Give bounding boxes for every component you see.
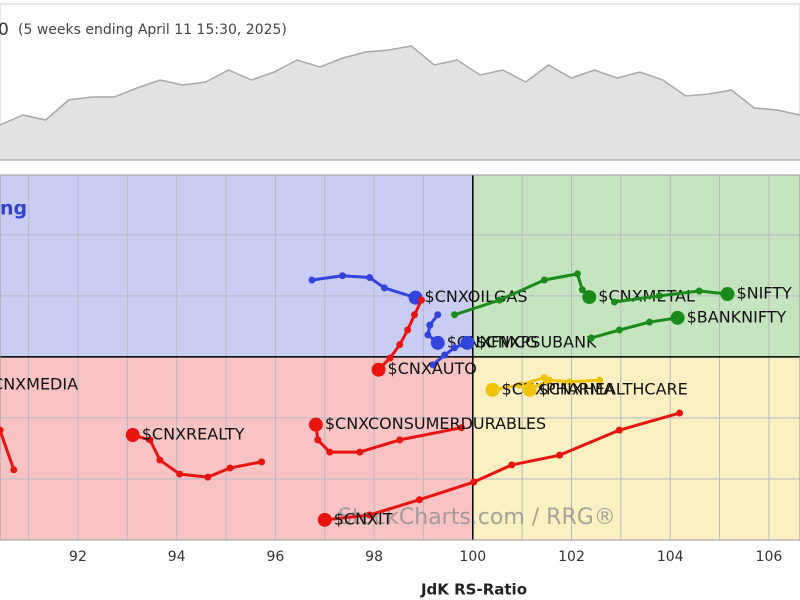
series-label: $CNXOILGAS xyxy=(425,287,528,306)
tail-marker xyxy=(434,311,442,319)
tail-marker xyxy=(556,451,564,459)
tail-marker xyxy=(429,361,437,369)
x-tick-label: 94 xyxy=(168,549,186,565)
tail-marker xyxy=(457,424,465,432)
tail-marker xyxy=(415,496,423,504)
tail-marker xyxy=(615,326,623,334)
tail-marker xyxy=(308,276,316,284)
head-marker xyxy=(308,417,323,432)
plot-frame xyxy=(0,174,800,541)
tail-marker xyxy=(424,331,432,339)
tail-marker xyxy=(156,456,164,464)
head-marker xyxy=(522,382,537,397)
x-tick-label: 92 xyxy=(69,549,87,565)
tail-marker xyxy=(146,436,154,444)
tail-marker xyxy=(396,436,404,444)
mini-area xyxy=(0,46,800,160)
series-label: $NIFTY xyxy=(736,284,792,303)
quadrant-label: ng xyxy=(0,198,27,220)
tail-marker xyxy=(426,321,434,329)
tail-marker xyxy=(645,318,653,326)
chart-title: 0 xyxy=(0,20,9,40)
head-marker xyxy=(317,512,332,527)
head-marker xyxy=(430,335,445,350)
tail-marker xyxy=(566,378,574,386)
series-label: $CNXIT xyxy=(334,509,393,528)
tail-marker xyxy=(508,461,516,469)
tail-marker xyxy=(258,458,266,466)
tail-marker xyxy=(396,341,404,349)
x-tick-label: 98 xyxy=(365,549,383,565)
tail-marker xyxy=(417,296,425,304)
head-marker xyxy=(582,290,597,305)
tail-marker xyxy=(339,272,347,280)
tail-marker xyxy=(451,344,459,352)
x-axis-title: JdK RS-Ratio xyxy=(420,581,527,599)
quadrant-improving xyxy=(0,175,473,357)
mini-line xyxy=(0,45,800,126)
head-marker xyxy=(460,335,475,350)
tail-marker xyxy=(356,448,364,456)
x-tick-label: 100 xyxy=(459,549,486,565)
head-marker xyxy=(485,382,500,397)
series-label: $CNXMEDIA xyxy=(0,374,78,393)
tail-line xyxy=(0,427,16,471)
tail-marker xyxy=(404,326,412,334)
tail-marker xyxy=(516,381,524,389)
series-label: $CNXCONSUMERDURABLES xyxy=(325,414,546,433)
head-marker xyxy=(670,310,685,325)
tail-marker xyxy=(587,334,595,342)
tail-marker xyxy=(655,292,663,300)
mini-chart xyxy=(0,3,800,161)
tail-line xyxy=(528,378,600,392)
tail-marker xyxy=(326,448,334,456)
tail-marker xyxy=(470,478,478,486)
tail-line xyxy=(324,411,680,522)
tail-marker xyxy=(386,354,394,362)
head-marker xyxy=(125,428,140,443)
series-label: $CNXREALTY xyxy=(142,425,245,444)
tail-marker xyxy=(610,298,618,306)
tail-marker xyxy=(441,351,449,359)
tail-marker xyxy=(578,286,586,294)
tail-line xyxy=(590,316,678,340)
tail-marker xyxy=(615,426,623,434)
tail-marker xyxy=(314,436,322,444)
series-label: $BANKNIFTY xyxy=(687,307,787,326)
tail-marker xyxy=(226,464,234,472)
head-marker xyxy=(720,287,735,302)
tail-marker xyxy=(204,473,212,481)
tail-marker xyxy=(411,311,419,319)
x-tick-label: 104 xyxy=(657,549,684,565)
x-tick-label: 96 xyxy=(266,549,284,565)
series-label: $CNXHEALTHCARE xyxy=(539,379,688,398)
series-label: $CNXPSUBANK xyxy=(476,332,597,351)
tail-marker xyxy=(366,274,374,282)
chart-subtitle: (5 weeks ending April 11 15:30, 2025) xyxy=(18,22,287,38)
x-tick-label: 102 xyxy=(558,549,585,565)
tail-marker xyxy=(495,296,503,304)
tail-marker xyxy=(380,284,388,292)
tail-marker xyxy=(176,470,184,478)
tail-marker xyxy=(545,376,553,384)
tail-marker xyxy=(451,311,459,319)
tail-line xyxy=(614,289,728,304)
head-marker xyxy=(371,362,386,377)
tail-marker xyxy=(540,276,548,284)
tail-marker xyxy=(596,376,604,384)
tail-marker xyxy=(676,409,684,417)
tail-marker xyxy=(0,426,4,434)
tail-marker xyxy=(10,466,18,474)
tail-marker xyxy=(366,511,374,519)
series-label: $CNXAUTO xyxy=(388,359,477,378)
tail-marker xyxy=(695,287,703,295)
tail-marker xyxy=(573,270,581,278)
quadrant-lagging xyxy=(0,356,473,540)
x-tick-label: 106 xyxy=(756,549,783,565)
